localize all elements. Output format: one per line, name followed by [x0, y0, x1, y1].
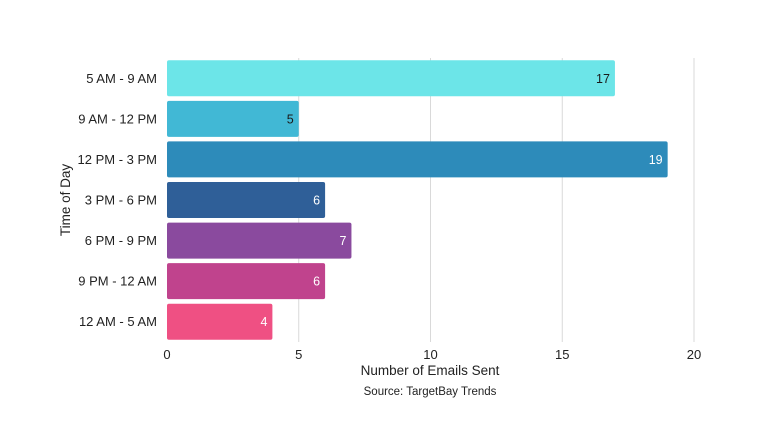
category-label: 12 PM - 3 PM	[78, 152, 157, 167]
bar-value-label: 6	[313, 275, 320, 289]
x-tick-label: 10	[423, 347, 437, 362]
category-label: 9 PM - 12 AM	[78, 274, 157, 289]
bars	[167, 60, 668, 340]
category-label: 5 AM - 9 AM	[86, 71, 157, 86]
x-tick-label: 20	[687, 347, 701, 362]
bar	[167, 263, 326, 300]
bar	[167, 100, 299, 137]
category-label: 6 PM - 9 PM	[85, 233, 157, 248]
category-label: 9 AM - 12 PM	[78, 111, 157, 126]
x-tick-label: 0	[163, 347, 170, 362]
bar-value-label: 5	[287, 112, 294, 126]
bar	[167, 141, 668, 178]
bar-value-label: 7	[339, 234, 346, 248]
data-labels: 17 5 19 6 7 6 4	[260, 72, 662, 329]
x-tick-label: 15	[555, 347, 569, 362]
y-axis-title: Time of Day	[58, 164, 73, 237]
bar-value-label: 17	[596, 72, 610, 86]
bar	[167, 303, 273, 340]
bar-value-label: 6	[313, 194, 320, 208]
x-tick-label: 5	[295, 347, 302, 362]
x-tick-labels: 0 5 10 15 20	[163, 347, 701, 362]
gridlines	[298, 58, 695, 342]
category-labels: 5 AM - 9 AM 9 AM - 12 PM 12 PM - 3 PM 3 PM …	[78, 71, 157, 329]
category-label: 3 PM - 6 PM	[85, 193, 157, 208]
x-axis-title: Number of Emails Sent	[361, 363, 500, 378]
bar	[167, 222, 352, 259]
bar	[167, 182, 326, 218]
category-label: 12 AM - 5 AM	[79, 314, 157, 329]
chart-source: Source: TargetBay Trends	[364, 386, 497, 398]
bar-value-label: 19	[649, 153, 663, 167]
bar-value-label: 4	[260, 315, 267, 329]
bar	[167, 60, 615, 97]
